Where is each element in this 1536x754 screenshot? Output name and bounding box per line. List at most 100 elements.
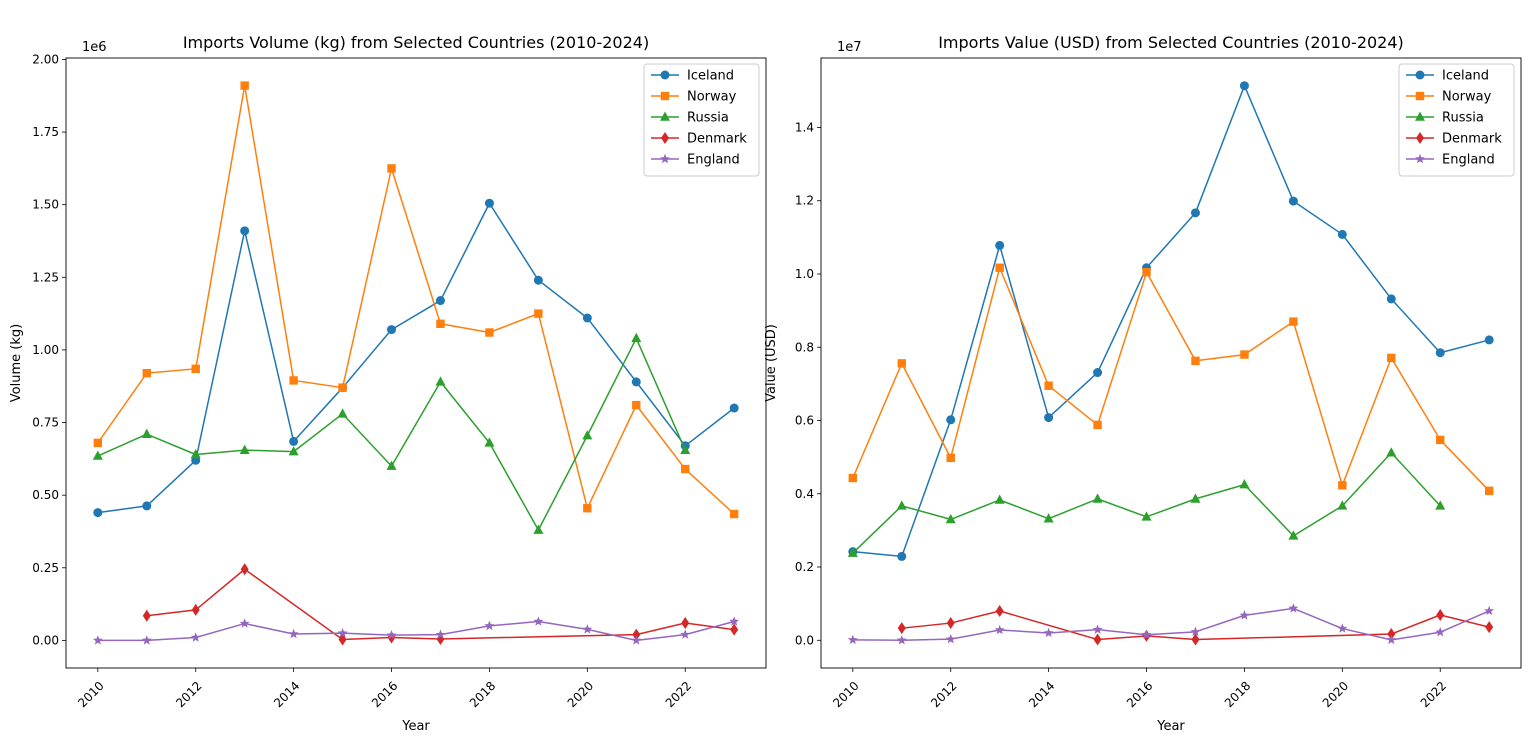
data-point: [631, 332, 642, 343]
legend-marker: [1416, 132, 1424, 144]
data-point: [435, 629, 446, 639]
y-tick-label: 0.4: [795, 487, 814, 501]
data-point: [485, 328, 494, 337]
plot-frame: [820, 57, 1522, 669]
chart-title: Imports Volume (kg) from Selected Countr…: [183, 33, 649, 52]
data-point: [680, 629, 691, 639]
legend-marker: [1415, 111, 1425, 121]
data-point: [1288, 530, 1299, 540]
y-tick-label: 2.00: [32, 52, 59, 66]
data-point: [239, 444, 250, 454]
y-tick-label: 1.50: [32, 198, 59, 212]
data-point: [1093, 420, 1102, 430]
series-line: [97, 202, 735, 514]
legend-marker: [1415, 70, 1425, 80]
data-point: [239, 618, 250, 628]
series-russia: [847, 447, 1446, 557]
data-point: [1387, 628, 1396, 641]
x-tick-label: 2020: [1320, 679, 1351, 710]
legend-marker: [1415, 153, 1425, 164]
data-point: [533, 524, 544, 534]
y-tick-label: 1.25: [32, 270, 59, 284]
series-line: [97, 337, 686, 531]
x-tick-label: 2010: [830, 679, 861, 710]
data-point: [847, 547, 858, 557]
x-tick-label: 2018: [1222, 679, 1253, 710]
data-point: [1435, 500, 1446, 510]
series-line: [146, 568, 735, 641]
data-point: [1190, 626, 1201, 637]
x-axis-label: Year: [401, 719, 430, 734]
data-point: [1337, 623, 1348, 633]
data-point: [995, 604, 1004, 617]
legend-marker: [660, 153, 670, 164]
data-point: [387, 164, 396, 173]
data-point: [1093, 633, 1102, 646]
data-point: [1141, 511, 1152, 521]
series-line: [852, 84, 1490, 558]
data-point: [1043, 627, 1054, 638]
data-point: [680, 444, 691, 454]
y-tick-label: 1.00: [32, 343, 59, 357]
data-point: [632, 628, 641, 641]
data-point: [289, 436, 299, 446]
legend-marker: [660, 70, 670, 80]
series-russia: [92, 332, 691, 534]
series-denmark: [897, 604, 1494, 646]
data-point: [534, 309, 543, 318]
data-point: [484, 198, 494, 208]
legend-label: England: [1442, 153, 1495, 168]
data-point: [1436, 435, 1445, 445]
data-point: [1337, 229, 1347, 239]
data-point: [190, 632, 201, 642]
legend-marker: [661, 132, 669, 144]
plot-frame: [65, 57, 767, 669]
data-point: [142, 368, 151, 378]
data-point: [1386, 294, 1396, 304]
data-point: [730, 623, 739, 636]
data-point: [1435, 348, 1445, 358]
data-point: [1239, 479, 1250, 489]
data-point: [1191, 356, 1200, 366]
data-point: [945, 633, 956, 644]
data-point: [1240, 350, 1249, 359]
legend-label: Russia: [687, 111, 729, 126]
data-point: [631, 377, 641, 387]
y-tick-label: 0.8: [795, 340, 814, 354]
data-point: [946, 617, 955, 630]
series-line: [852, 607, 1490, 642]
data-point: [582, 430, 593, 440]
data-point: [847, 634, 858, 645]
data-point: [337, 627, 348, 638]
data-point: [848, 473, 858, 483]
data-point: [1044, 413, 1054, 423]
data-point: [436, 319, 445, 328]
chart-1: Imports Volume (kg) from Selected Countr…: [9, 33, 767, 734]
data-point: [1338, 481, 1347, 490]
data-point: [1142, 267, 1151, 277]
data-point: [190, 449, 201, 459]
data-point: [1435, 627, 1446, 637]
legend-label: England: [687, 153, 740, 168]
data-point: [1485, 621, 1494, 634]
y-tick-label: 1.0: [795, 267, 814, 281]
chart-title: Imports Value (USD) from Selected Countr…: [938, 33, 1404, 52]
legend-marker: [1415, 91, 1425, 101]
y-tick-label: 1.4: [795, 120, 814, 134]
data-point: [1044, 381, 1053, 390]
data-point: [896, 635, 907, 645]
data-point: [1484, 605, 1495, 616]
y-scale-label: 1e7: [837, 40, 862, 55]
data-point: [632, 400, 641, 410]
series-line: [97, 620, 735, 642]
data-point: [533, 275, 543, 285]
data-point: [994, 624, 1005, 635]
x-tick-label: 2016: [1124, 679, 1155, 710]
legend-label: Russia: [1442, 111, 1484, 126]
data-point: [337, 408, 348, 418]
data-point: [386, 629, 397, 640]
data-point: [1288, 603, 1299, 613]
x-tick-label: 2022: [1418, 679, 1449, 710]
data-point: [142, 501, 152, 511]
